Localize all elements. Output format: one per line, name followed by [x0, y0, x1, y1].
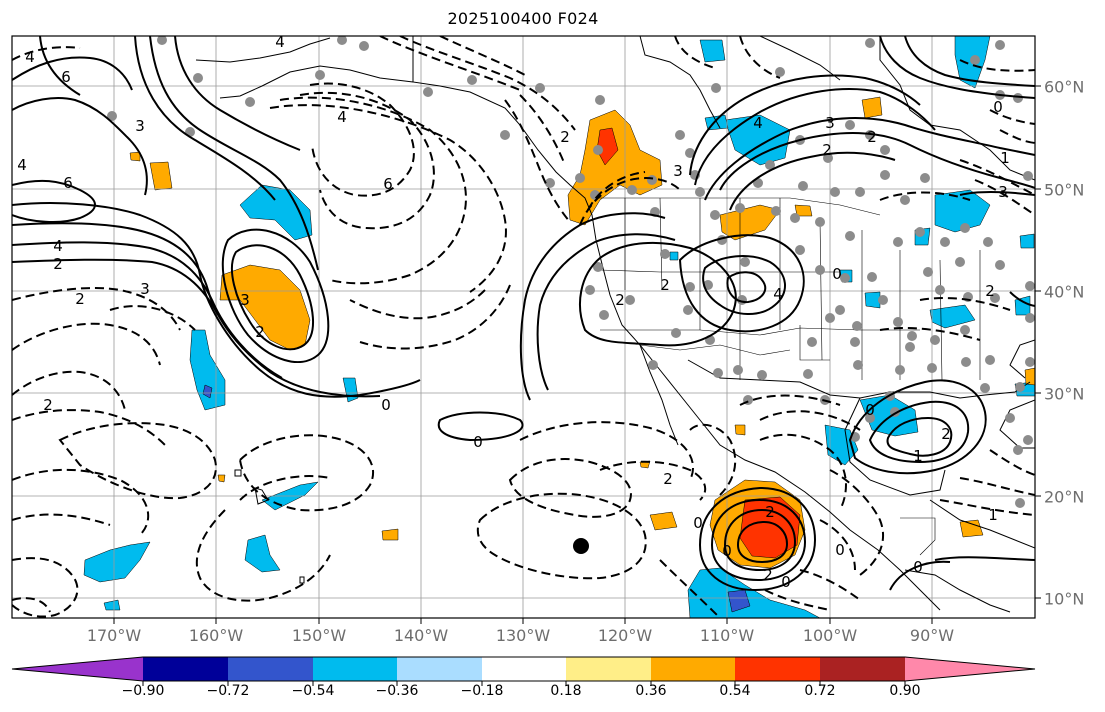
contour-label: 4	[17, 156, 27, 174]
colorbar-segment	[566, 657, 651, 681]
contour-label: 1	[988, 506, 998, 524]
contour-label: 0	[993, 98, 1003, 116]
contour-label: 0	[781, 573, 791, 591]
colorbar-tick-label: −0.54	[291, 683, 335, 699]
contour-label: 2	[765, 503, 775, 521]
contour-label: 2	[615, 291, 625, 309]
contour-label: 2	[867, 128, 877, 146]
contour-label: 3	[140, 280, 150, 298]
contour-label: 6	[383, 175, 393, 193]
graticule	[12, 36, 1035, 618]
point-marker	[573, 538, 589, 554]
colorbar-tick-label: −0.18	[460, 683, 504, 699]
colorbar-segment	[482, 657, 566, 681]
longitude-label: 110°W	[699, 626, 755, 645]
contour-label: 0	[722, 542, 732, 560]
longitude-label: 120°W	[597, 626, 653, 645]
contour-label: 4	[753, 114, 763, 132]
contour-label: 2	[53, 255, 63, 273]
contour-label: 6	[61, 68, 71, 86]
contour-label: 4	[337, 108, 347, 126]
contour-label: 6	[63, 174, 73, 192]
colorbar-tick-label: 0.18	[550, 683, 582, 699]
contour-label: 3	[135, 117, 145, 135]
shaded-anomalies	[83, 36, 1035, 618]
colorbar-segment	[820, 657, 905, 681]
latitude-label: 40°N	[1044, 282, 1085, 302]
longitude-label: 170°W	[86, 626, 142, 645]
colorbar-segment	[228, 657, 313, 681]
contour-label: 1	[913, 447, 923, 465]
contour-label: 0	[381, 396, 391, 414]
colorbar-segment	[651, 657, 735, 681]
longitude-label: 90°W	[909, 626, 955, 645]
colorbar-segment	[735, 657, 820, 681]
longitude-label: 100°W	[802, 626, 858, 645]
dashed-contours	[12, 36, 1035, 618]
contour-label: 1	[1000, 149, 1010, 167]
colorbar-segment	[143, 657, 228, 681]
longitude-label: 160°W	[188, 626, 244, 645]
contour-label: 2	[255, 323, 265, 341]
colorbar-tick-label: 0.72	[804, 683, 836, 699]
contour-label: 2	[822, 141, 832, 159]
colorbar-segment	[12, 657, 143, 681]
contour-label: 2	[43, 396, 53, 414]
colorbar-tick-label: −0.36	[375, 683, 419, 699]
contour-label: 4	[25, 48, 35, 66]
contour-label: 2	[660, 276, 670, 294]
colorbar-tick-label: −0.72	[206, 683, 250, 699]
contour-label: 4	[275, 33, 285, 51]
contour-label: 2	[941, 425, 951, 443]
contour-label: 0	[693, 514, 703, 532]
latitude-label: 60°N	[1044, 77, 1085, 97]
colorbar-segment	[905, 657, 1035, 681]
colorbar-tick-label: 0.90	[889, 683, 921, 699]
colorbar-segment	[313, 657, 397, 681]
contour-label: 2	[663, 470, 673, 488]
contour-label: 2	[985, 282, 995, 300]
latitude-label: 30°N	[1044, 384, 1085, 404]
contour-label: 3	[825, 114, 835, 132]
contour-label: 4	[773, 285, 783, 303]
colorbar-tick-label: −0.90	[121, 683, 165, 699]
map-title: 2025100400 F024	[447, 9, 599, 28]
colorbar-tick-label: 0.54	[719, 683, 751, 699]
contour-label: 3	[673, 162, 683, 180]
colorbar-tick-label: 0.36	[635, 683, 667, 699]
longitude-label: 140°W	[393, 626, 449, 645]
axis-ticks	[113, 85, 1041, 624]
contour-labels: 4 6 3 4 6 4 2 2 3 3 6 4 2 2 0 0 2 2 2 4 …	[17, 33, 1010, 591]
contour-label: 0	[832, 265, 842, 283]
latitude-label: 10°N	[1044, 589, 1085, 609]
contour-label: 2	[75, 290, 85, 308]
latitude-label: 20°N	[1044, 487, 1085, 507]
contour-label: 3	[240, 291, 250, 309]
contour-label: 0	[865, 401, 875, 419]
colorbar	[11, 656, 1036, 686]
longitude-label: 150°W	[291, 626, 347, 645]
colorbar-segment	[397, 657, 482, 681]
station-markers	[107, 36, 1035, 508]
latitude-label: 50°N	[1044, 180, 1085, 200]
contour-label: 2	[763, 566, 773, 584]
contour-label: 4	[53, 237, 63, 255]
longitude-label: 130°W	[495, 626, 551, 645]
solid-contours	[12, 36, 1035, 592]
map-frame: 4 6 3 4 6 4 2 2 3 3 6 4 2 2 0 0 2 2 2 4 …	[12, 33, 1035, 618]
contour-label: 2	[560, 128, 570, 146]
contour-label: 0	[913, 558, 923, 576]
contour-label: 0	[473, 433, 483, 451]
contour-label: 0	[835, 541, 845, 559]
contour-label: 3	[998, 183, 1008, 201]
